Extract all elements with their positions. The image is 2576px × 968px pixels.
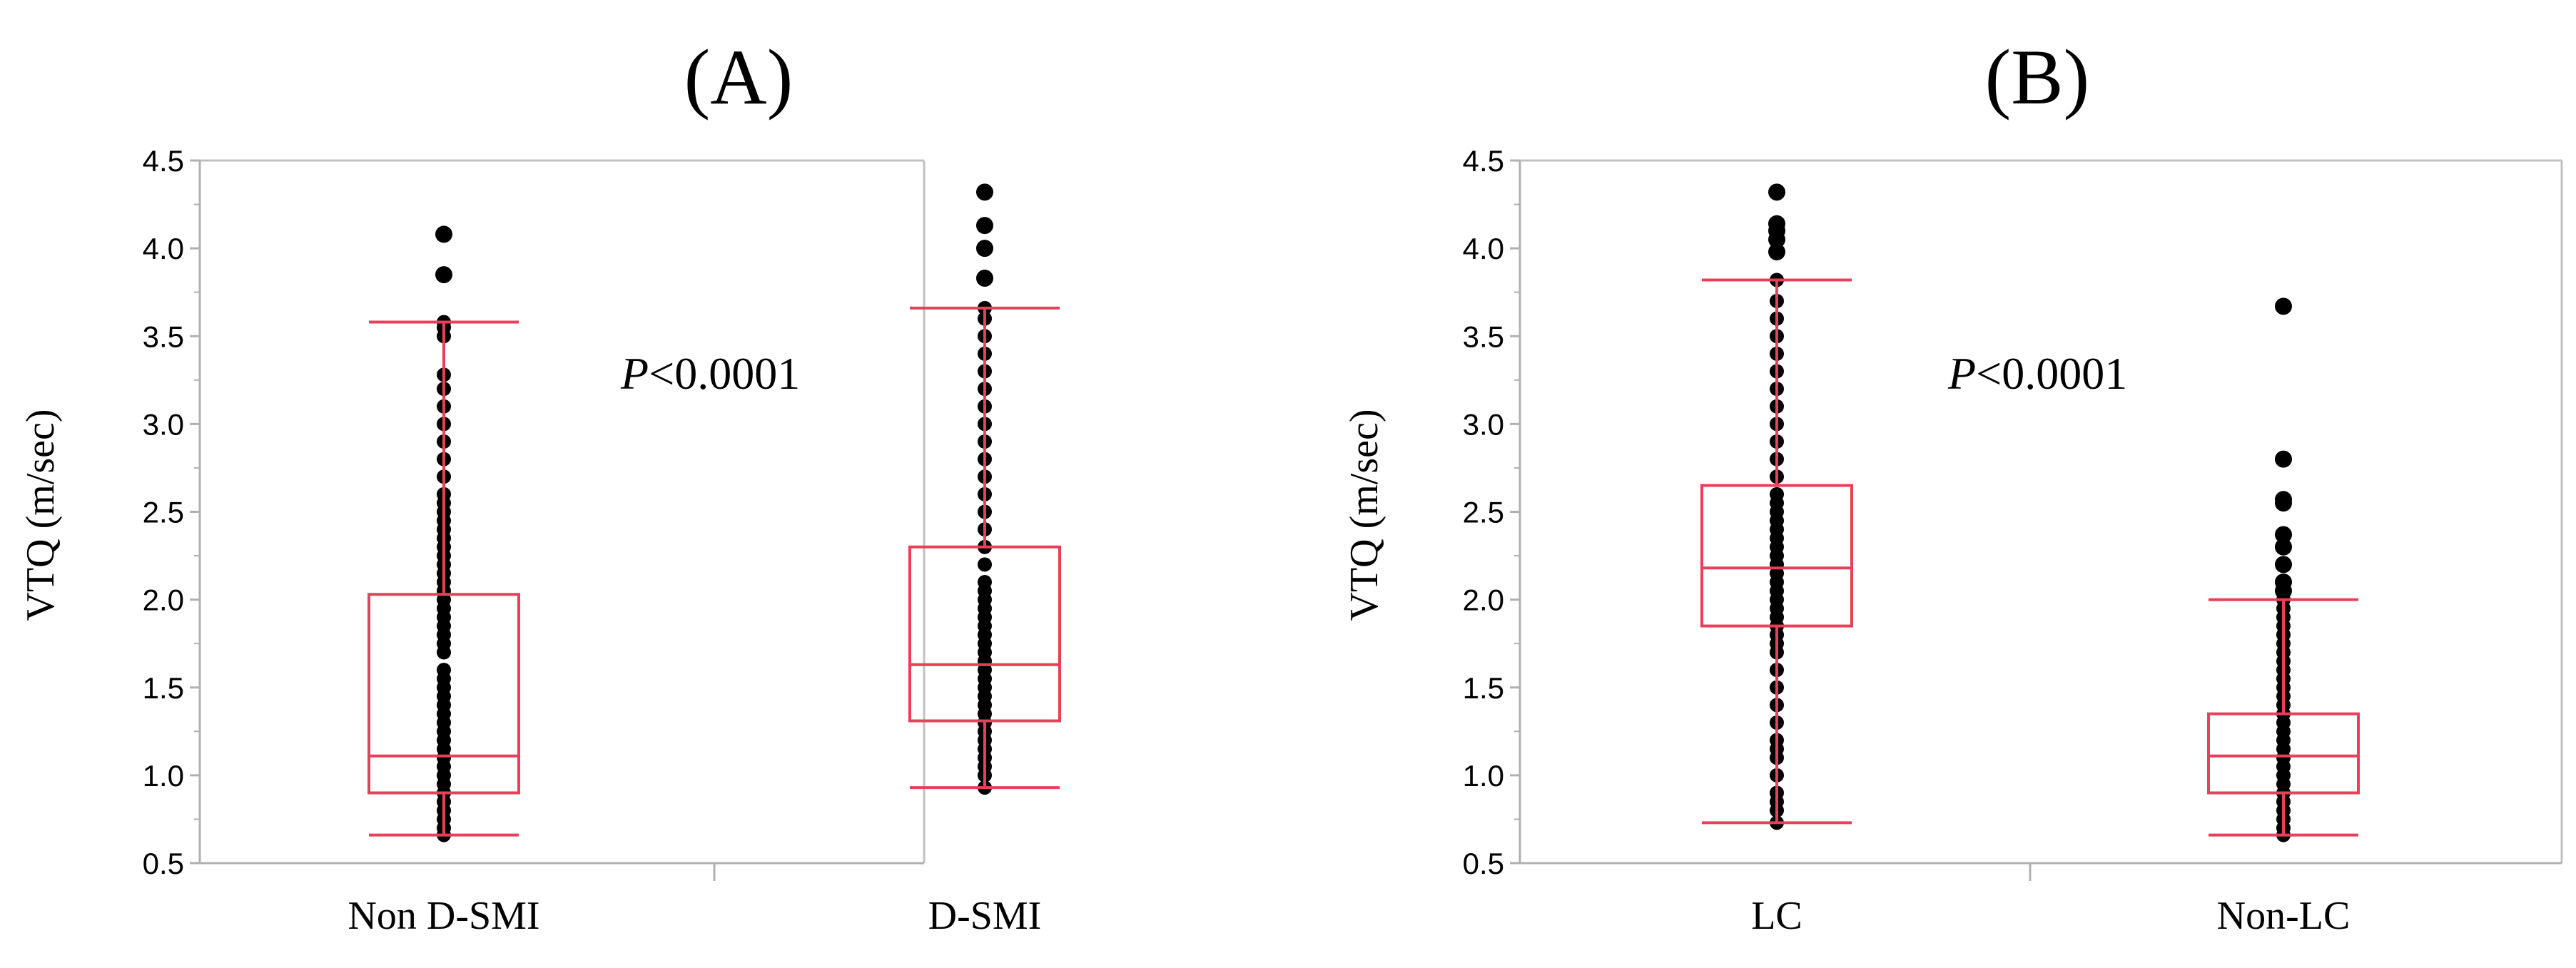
data-point	[978, 557, 992, 572]
y-tick-label: 2.5	[143, 496, 184, 529]
outlier-point	[976, 269, 993, 287]
p-value-annotation: P<0.0001	[1947, 348, 2127, 399]
y-tick-label: 4.0	[143, 232, 184, 265]
outlier-point	[1768, 243, 1785, 261]
y-tick-label: 1.5	[143, 671, 184, 705]
outlier-point	[1768, 183, 1785, 201]
iqr-box	[2207, 712, 2360, 795]
y-axis-title: VTQ (m/sec)	[19, 409, 63, 621]
outlier-point	[2275, 526, 2292, 544]
iqr-box	[908, 545, 1061, 723]
outlier-point	[2275, 491, 2292, 509]
panel-title: (B)	[1985, 34, 2090, 121]
y-tick-label: 0.5	[1463, 847, 1504, 880]
iqr-box	[367, 593, 520, 795]
data-point	[978, 575, 992, 589]
y-tick-label: 2.5	[1463, 496, 1504, 529]
chart-panel-a: (A) VTQ (m/sec) Non D-SMI D-SMI P<0.0001…	[19, 34, 1061, 938]
outlier-point	[976, 217, 993, 235]
x-category-label: Non D-SMI	[348, 894, 539, 938]
outlier-point	[2275, 538, 2292, 556]
x-category-label: D-SMI	[928, 894, 1042, 938]
data-point	[1770, 486, 1784, 501]
iqr-box	[1700, 484, 1853, 628]
x-category-label: LC	[1751, 894, 1802, 938]
p-value-annotation: P<0.0001	[620, 348, 800, 399]
y-tick-label: 2.0	[1463, 584, 1504, 617]
outlier-point	[435, 225, 452, 243]
box-group	[367, 225, 520, 842]
box-group	[908, 183, 1061, 795]
y-tick-label: 4.5	[143, 144, 184, 178]
y-tick-label: 1.5	[1463, 671, 1504, 705]
y-tick-label: 4.5	[1463, 144, 1504, 178]
y-tick-label: 1.0	[1463, 759, 1504, 793]
y-axis-title: VTQ (m/sec)	[1342, 409, 1386, 621]
y-tick-label: 1.0	[143, 759, 184, 793]
y-tick-label: 2.0	[143, 584, 184, 617]
outlier-point	[976, 183, 993, 201]
outlier-point	[2275, 556, 2292, 574]
y-tick-label: 3.0	[143, 407, 184, 441]
outlier-point	[2275, 297, 2292, 315]
outlier-point	[976, 240, 993, 258]
y-tick-label: 4.0	[1463, 232, 1504, 265]
y-tick-label: 3.0	[1463, 407, 1504, 441]
outlier-point	[1768, 215, 1785, 233]
chart-panel-b: (B) VTQ (m/sec) LC Non-LC P<0.0001 0.5 1.…	[1342, 34, 2563, 938]
box-group	[1700, 183, 1853, 830]
outlier-point	[435, 266, 452, 284]
box-group	[2207, 297, 2360, 842]
outlier-point	[2275, 450, 2292, 468]
outlier-point	[2275, 574, 2292, 591]
y-tick-label: 3.5	[1463, 320, 1504, 353]
y-tick-label: 3.5	[143, 320, 184, 353]
x-category-label: Non-LC	[2217, 894, 2351, 938]
panel-title: (A)	[684, 34, 793, 121]
y-tick-label: 0.5	[143, 847, 184, 880]
data-point	[437, 663, 451, 678]
